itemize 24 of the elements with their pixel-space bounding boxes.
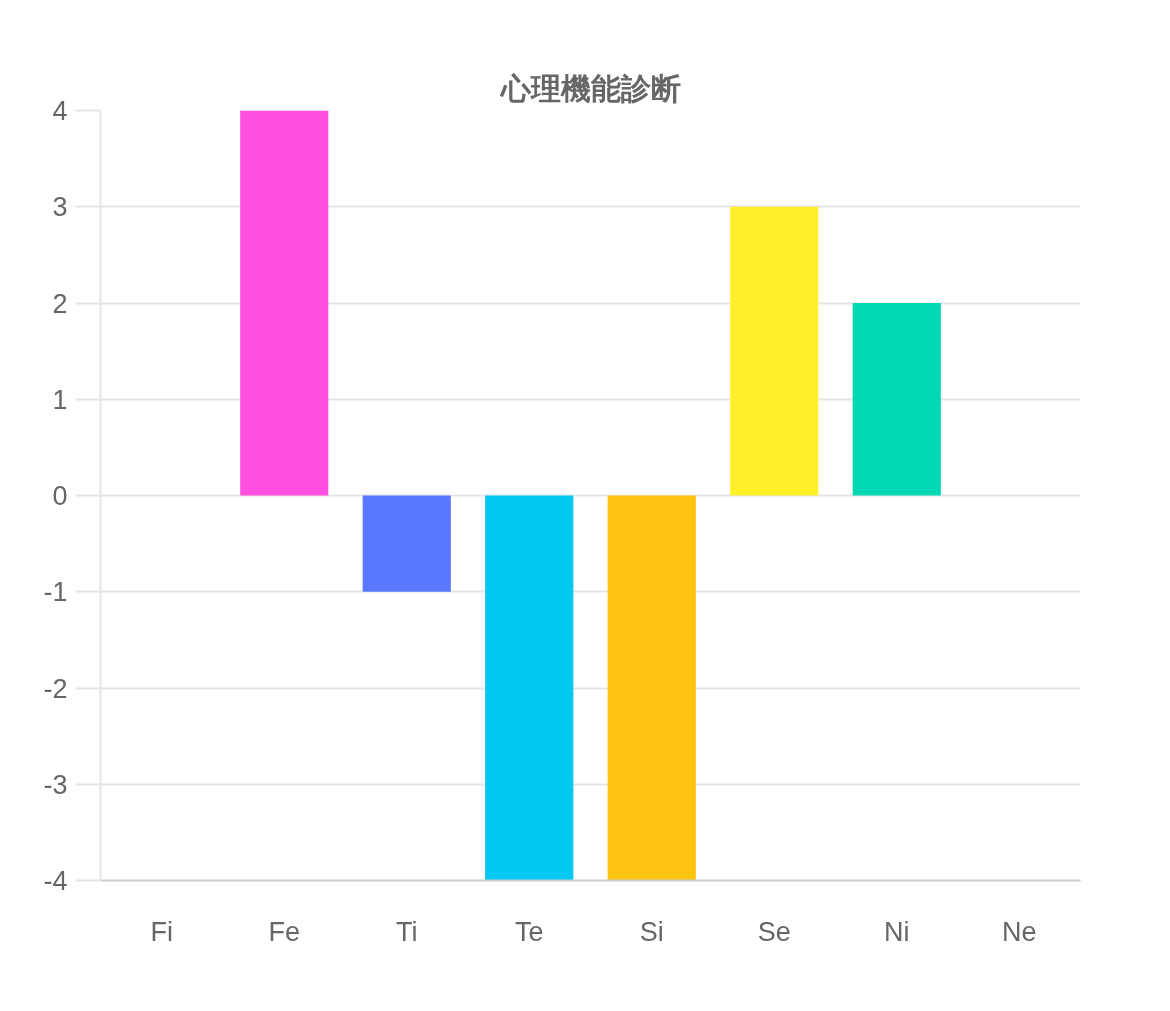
y-tick-label: -3 [43, 769, 68, 800]
x-tick-label: Si [639, 916, 664, 947]
bar [607, 495, 696, 881]
x-tick-label: Ti [396, 916, 418, 947]
y-tick-label: 4 [52, 96, 68, 126]
bar [730, 206, 819, 496]
x-tick-label: Fe [268, 916, 301, 947]
bar [485, 495, 574, 881]
x-tick-label: Ni [884, 916, 910, 947]
x-tick-label: Se [757, 916, 791, 947]
bar [240, 110, 329, 496]
x-tick-label: Te [514, 916, 544, 947]
y-tick-label: -2 [43, 673, 68, 704]
y-tick-label: 1 [52, 384, 68, 415]
y-tick-label: -1 [43, 577, 68, 608]
x-tick-label: Fi [150, 916, 173, 947]
bar [852, 303, 941, 496]
y-tick-label: 2 [52, 288, 68, 319]
y-tick-label: 0 [52, 481, 68, 511]
bar [362, 495, 451, 592]
y-tick-label: 3 [52, 192, 68, 223]
y-tick-label: -4 [43, 866, 68, 896]
x-tick-label: Ne [1001, 916, 1037, 947]
chart-title: 心理機能診断 [498, 70, 681, 106]
